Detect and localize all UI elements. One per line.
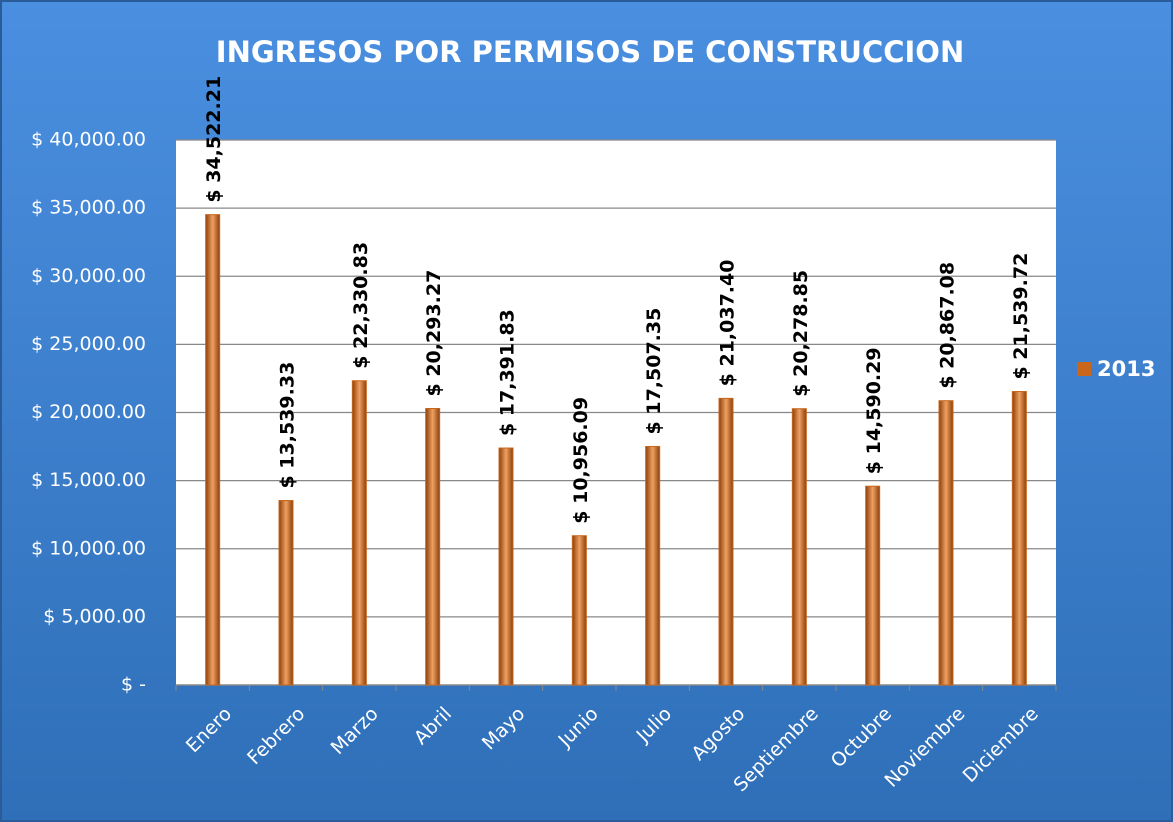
bar (425, 408, 441, 686)
data-label: $ 14,590.29 (863, 347, 885, 474)
bar (938, 400, 954, 686)
data-label: $ 17,507.35 (643, 308, 665, 435)
y-tick-label: $ 15,000.00 (31, 469, 146, 491)
data-label: $ 20,867.08 (937, 262, 959, 389)
y-tick-label: $ 35,000.00 (31, 197, 146, 219)
bar (278, 500, 294, 686)
bar (205, 214, 221, 686)
y-tick-label: $ 30,000.00 (31, 265, 146, 287)
bar (718, 397, 734, 686)
y-tick-label: $ - (121, 674, 146, 696)
legend: 2013 (1077, 357, 1155, 381)
bar (865, 485, 881, 686)
y-tick-label: $ 10,000.00 (31, 537, 146, 559)
data-label: $ 20,293.27 (423, 270, 445, 397)
bar (351, 380, 367, 686)
legend-label: 2013 (1097, 357, 1155, 381)
bar (571, 535, 587, 686)
y-tick-label: $ 25,000.00 (31, 333, 146, 355)
data-label: $ 17,391.83 (497, 309, 519, 436)
data-label: $ 13,539.33 (277, 362, 299, 489)
data-label: $ 34,522.21 (203, 76, 225, 203)
y-tick-label: $ 20,000.00 (31, 401, 146, 423)
y-tick-label: $ 40,000.00 (31, 129, 146, 151)
data-label: $ 10,956.09 (570, 397, 592, 524)
legend-swatch (1077, 362, 1091, 376)
bar (498, 447, 514, 686)
data-label: $ 21,037.40 (717, 260, 739, 387)
data-label: $ 22,330.83 (350, 242, 372, 369)
data-label: $ 21,539.72 (1010, 253, 1032, 380)
bar (1011, 391, 1027, 686)
y-tick-label: $ 5,000.00 (43, 605, 146, 627)
bar (645, 445, 661, 686)
chart-title: INGRESOS POR PERMISOS DE CONSTRUCCION (216, 35, 964, 69)
data-label: $ 20,278.85 (790, 270, 812, 397)
bar (791, 408, 807, 686)
